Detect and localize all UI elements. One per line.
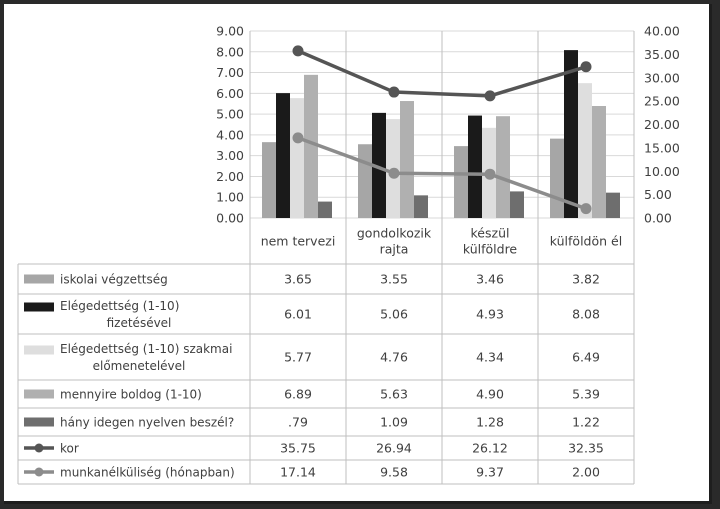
legend-swatch xyxy=(24,417,54,427)
data-label: 5.63 xyxy=(380,387,408,402)
data-label: 4.93 xyxy=(476,307,504,322)
data-label: 4.34 xyxy=(476,350,504,365)
bar xyxy=(290,98,304,218)
data-label: 3.65 xyxy=(284,272,312,287)
line-marker xyxy=(388,167,400,179)
data-label: 26.94 xyxy=(376,441,412,456)
data-label: 35.75 xyxy=(280,441,316,456)
data-label: 9.58 xyxy=(380,465,408,480)
category-label: rajta xyxy=(380,242,409,257)
series-line xyxy=(297,49,587,98)
bar xyxy=(550,138,564,218)
legend-label: hány idegen nyelven beszél? xyxy=(60,416,234,430)
bar xyxy=(276,93,290,218)
data-label: 6.89 xyxy=(284,387,312,402)
data-label: 6.49 xyxy=(572,350,600,365)
y-right-tick-label: 5.00 xyxy=(644,187,672,202)
line-marker xyxy=(580,61,592,73)
y-right-tick-label: 30.00 xyxy=(644,70,680,85)
legend-label: Elégedettség (1-10) szakmai xyxy=(60,342,232,356)
legend-label: munkanélküliség (hónapban) xyxy=(60,466,235,480)
y-right-tick-label: 40.00 xyxy=(644,24,680,39)
category-label: gondolkozik xyxy=(357,226,432,241)
y-left-tick-label: 2.00 xyxy=(216,169,244,184)
bar xyxy=(510,191,524,218)
data-label: 5.39 xyxy=(572,387,600,402)
bar xyxy=(414,195,428,218)
chart-svg: 0.00 1.00 2.00 3.00 4.00 5.00 6.00 7.00 8.00 9.00… xyxy=(17,24,680,485)
data-label: 2.00 xyxy=(572,465,600,480)
data-label: 9.37 xyxy=(476,465,504,480)
bar xyxy=(578,83,592,218)
bar xyxy=(606,192,620,218)
legend-label: iskolai végzettség xyxy=(60,273,168,287)
data-label: 1.22 xyxy=(572,415,600,430)
line-marker xyxy=(292,132,304,144)
bar xyxy=(454,146,468,218)
line-marker xyxy=(484,90,496,102)
legend-marker xyxy=(34,443,44,453)
data-label: 1.28 xyxy=(476,415,504,430)
legend-swatch xyxy=(24,345,54,355)
bar xyxy=(372,112,386,218)
data-label: 1.09 xyxy=(380,415,408,430)
y-right-tick-label: 15.00 xyxy=(644,140,680,155)
legend-label: előmenetelével xyxy=(93,359,186,373)
data-label: 4.76 xyxy=(380,350,408,365)
data-label: 32.35 xyxy=(568,441,604,456)
bar xyxy=(304,74,318,218)
data-label: 17.14 xyxy=(280,465,316,480)
y-left-tick-label: 7.00 xyxy=(216,65,244,80)
y-right-tick-label: 10.00 xyxy=(644,164,680,179)
data-label: 5.77 xyxy=(284,350,312,365)
y-left-tick-label: 8.00 xyxy=(216,44,244,59)
data-label: 3.82 xyxy=(572,272,600,287)
legend-marker xyxy=(34,467,44,477)
y-right-tick-label: 35.00 xyxy=(644,47,680,62)
y-left-tick-label: 3.00 xyxy=(216,148,244,163)
series-line xyxy=(297,136,587,211)
category-label: nem tervezi xyxy=(261,234,336,249)
bar xyxy=(468,115,482,218)
line-marker xyxy=(580,203,592,215)
y-right-tick-label: 20.00 xyxy=(644,117,680,132)
legend-swatch xyxy=(24,274,54,284)
bar xyxy=(358,144,372,218)
y-right-tick-label: 0.00 xyxy=(644,211,672,226)
y-left-tick-label: 0.00 xyxy=(216,211,244,226)
chart-frame: 0.00 1.00 2.00 3.00 4.00 5.00 6.00 7.00 8.00 9.00… xyxy=(4,4,712,504)
bar xyxy=(400,101,414,218)
y-left-tick-label: 1.00 xyxy=(216,190,244,205)
legend-swatch xyxy=(24,389,54,399)
category-label: külföldre xyxy=(463,242,518,257)
line-marker xyxy=(484,168,496,180)
data-label: 8.08 xyxy=(572,307,600,322)
legend-label: fizetésével xyxy=(107,316,172,330)
line-marker xyxy=(292,45,304,57)
legend-label: Elégedettség (1-10) xyxy=(60,299,179,313)
bar xyxy=(262,142,276,218)
legend-label: kor xyxy=(60,442,79,456)
bar xyxy=(592,106,606,218)
y-left-tick-label: 4.00 xyxy=(216,127,244,142)
legend-label: mennyire boldog (1-10) xyxy=(60,388,202,402)
bar xyxy=(564,50,578,218)
data-label: 3.55 xyxy=(380,272,408,287)
y-left-tick-label: 6.00 xyxy=(216,86,244,101)
legend-swatch xyxy=(24,302,54,312)
line-marker xyxy=(388,86,400,98)
bar xyxy=(318,201,332,218)
y-left-tick-label: 5.00 xyxy=(216,107,244,122)
data-label: 4.90 xyxy=(476,387,504,402)
y-left-tick-label: 9.00 xyxy=(216,24,244,39)
data-label: 26.12 xyxy=(472,441,508,456)
y-right-tick-label: 25.00 xyxy=(644,94,680,109)
data-label: 5.06 xyxy=(380,307,408,322)
data-label: 6.01 xyxy=(284,307,312,322)
category-label: külföldön él xyxy=(550,234,622,249)
data-label: .79 xyxy=(288,415,308,430)
bar xyxy=(496,116,510,218)
data-label: 3.46 xyxy=(476,272,504,287)
category-label: készül xyxy=(471,226,510,241)
